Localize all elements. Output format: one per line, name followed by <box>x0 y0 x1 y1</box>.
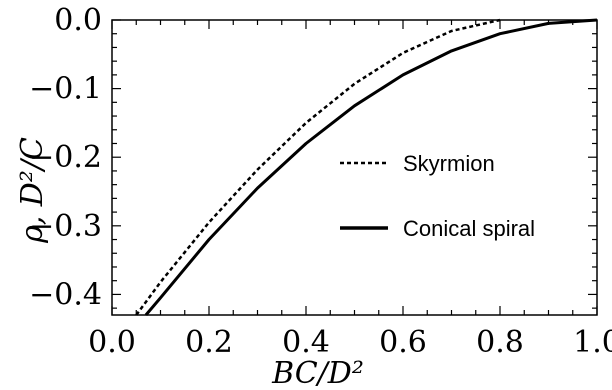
y-tick-label: −0.2 <box>29 140 102 175</box>
series-line-skyrmion <box>135 18 501 316</box>
x-tick-label: 0.6 <box>379 325 427 360</box>
y-tick-label: 0.0 <box>54 3 102 38</box>
y-tick-label: −0.4 <box>29 277 102 312</box>
legend-label-conical-spiral: Conical spiral <box>403 216 535 241</box>
x-tick-label: 1.0 <box>573 325 612 360</box>
y-axis-label: ρ, D²/C <box>15 137 50 244</box>
series-line-conical-spiral <box>144 18 598 316</box>
x-axis-label: BC/D² <box>271 356 364 390</box>
tick-labels: 0.0 0.2 0.4 0.6 0.8 1.0 0.0 −0.1 −0.2 −0.3 −0.4 <box>29 3 612 360</box>
y-tick-label: −0.3 <box>29 209 102 244</box>
x-tick-label: 0.2 <box>185 325 233 360</box>
legend: Skyrmion Conical spiral <box>340 151 535 241</box>
x-tick-label: 0.8 <box>476 325 524 360</box>
x-tick-label: 0.0 <box>88 325 136 360</box>
series-lines <box>135 18 598 316</box>
y-tick-label: −0.1 <box>29 72 102 107</box>
legend-label-skyrmion: Skyrmion <box>403 151 495 176</box>
x-tick-label: 0.4 <box>282 325 330 360</box>
